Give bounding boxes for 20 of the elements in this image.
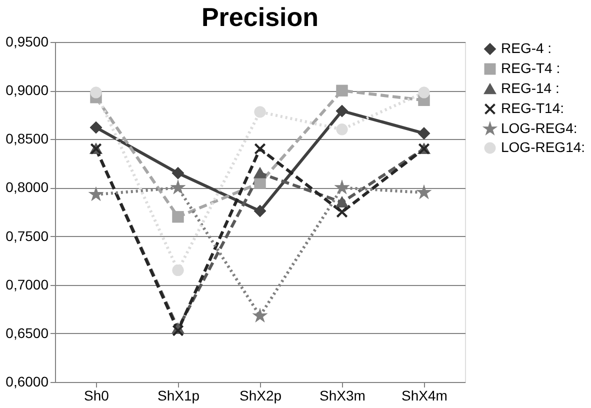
y-tick-label: 0,8500: [6, 130, 49, 147]
legend-label: REG-T14:: [501, 100, 564, 116]
legend-label: REG-14 :: [501, 80, 560, 96]
x-tick-label: ShX1p: [157, 388, 200, 404]
legend-label: LOG-REG4:: [501, 120, 578, 136]
x-tick-label: ShX3m: [320, 388, 366, 404]
y-tick-label: 0,6000: [6, 374, 49, 390]
x-tick-label: ShX2p: [239, 388, 282, 404]
y-tick-label: 0,6500: [6, 324, 49, 341]
y-tick-label: 0,9500: [6, 34, 49, 50]
legend-label: LOG-REG14:: [501, 139, 586, 155]
y-tick-label: 0,7500: [6, 228, 49, 244]
x-tick-label: ShX4m: [402, 388, 448, 404]
x-tick-label: Sh0: [84, 388, 110, 404]
y-tick-label: 0,7000: [6, 276, 49, 292]
y-tick-label: 0,8000: [6, 179, 49, 196]
y-tick-label: 0,9000: [6, 82, 49, 98]
legend-label: REG-T4 :: [501, 60, 560, 76]
chart-title: Precision: [201, 2, 319, 32]
legend-label: REG-4 :: [501, 40, 552, 56]
